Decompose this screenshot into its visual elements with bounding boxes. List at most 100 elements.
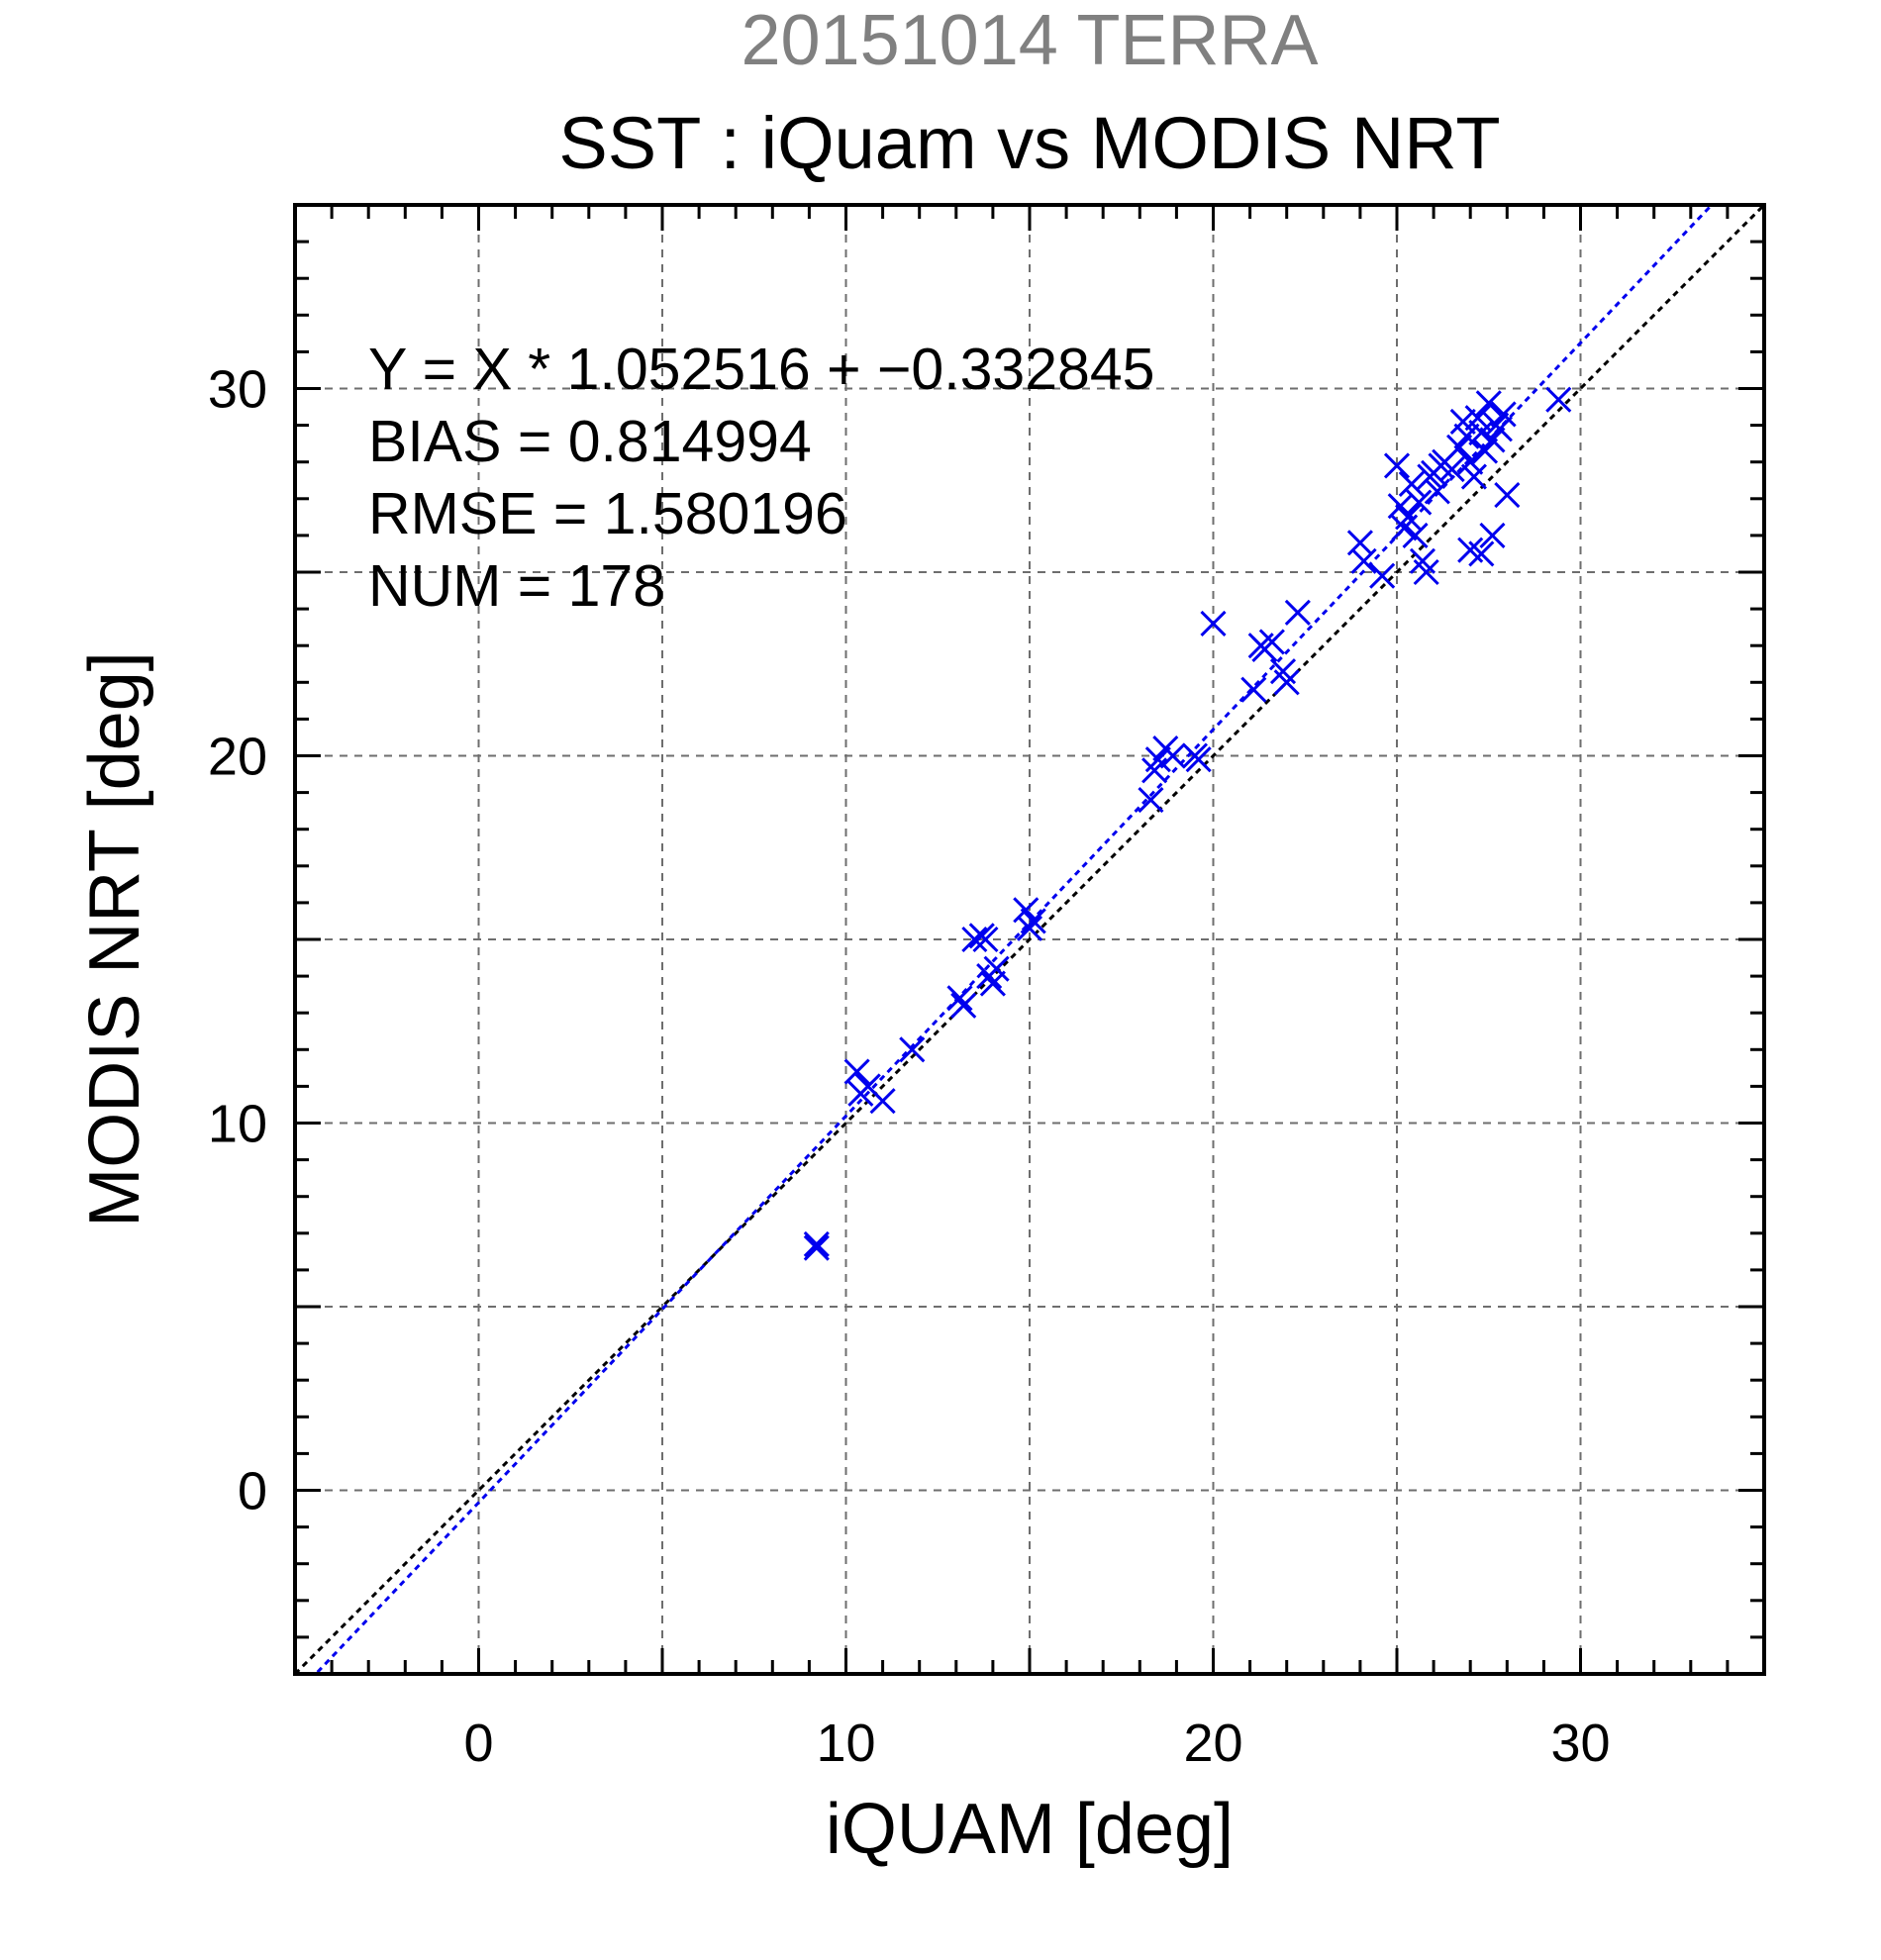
fit-statistics: Y = X * 1.052516 + −0.332845 BIAS = 0.81… — [368, 337, 1154, 619]
data-point — [1438, 456, 1465, 483]
regression-line — [313, 205, 1715, 1674]
data-point-stroke — [1486, 416, 1513, 442]
data-point — [1144, 746, 1171, 773]
data-point — [1490, 401, 1517, 428]
data-point — [899, 1036, 926, 1063]
data-point-stroke — [1020, 908, 1046, 934]
data-point-stroke — [1468, 540, 1495, 567]
x-tick-label: 30 — [1550, 1714, 1610, 1773]
data-point-stroke — [1424, 478, 1450, 505]
data-point-stroke — [1402, 522, 1429, 548]
data-point-stroke — [1545, 386, 1572, 413]
annotation-equation: Y = X * 1.052516 + −0.332845 — [368, 337, 1154, 402]
data-point — [1545, 386, 1572, 413]
data-point-stroke — [1387, 493, 1414, 520]
data-point — [1453, 423, 1480, 449]
data-point-stroke — [1490, 401, 1517, 428]
data-point — [1369, 562, 1396, 589]
data-point-stroke — [1406, 489, 1433, 516]
data-point — [1479, 522, 1506, 548]
data-point — [1383, 452, 1411, 479]
data-point — [1460, 463, 1487, 490]
data-point — [1273, 669, 1300, 696]
x-tick-label: 0 — [463, 1714, 493, 1773]
data-point-stroke — [972, 926, 999, 953]
data-point — [803, 1234, 830, 1261]
data-point-stroke — [1479, 427, 1506, 453]
reference-lines — [295, 205, 1764, 1674]
data-point — [843, 1058, 870, 1085]
y-tick-label: 10 — [208, 1095, 267, 1154]
data-point — [869, 1088, 896, 1115]
data-point-stroke — [1457, 537, 1484, 563]
data-point — [1486, 416, 1513, 442]
identity-line — [295, 205, 1764, 1674]
data-point-stroke — [1446, 434, 1473, 460]
data-point — [803, 1230, 830, 1257]
data-point — [979, 970, 1006, 997]
data-point — [1406, 489, 1433, 516]
data-point-stroke — [1398, 470, 1425, 498]
data-point — [1200, 610, 1227, 637]
data-point-stroke — [1350, 547, 1377, 574]
data-point — [1446, 434, 1473, 460]
data-point — [1413, 558, 1439, 586]
data-point — [1464, 405, 1491, 432]
data-point-stroke — [1284, 599, 1311, 626]
data-point — [1494, 482, 1521, 509]
data-point — [1350, 547, 1377, 574]
data-point-stroke — [854, 1073, 881, 1100]
data-point — [1449, 408, 1476, 435]
data-point-stroke — [946, 985, 973, 1012]
data-point-stroke — [983, 955, 1010, 982]
data-point-stroke — [1479, 522, 1506, 548]
data-point-stroke — [1159, 742, 1186, 769]
data-point-stroke — [979, 970, 1006, 997]
chart-suptitle: 20151014 TERRA — [741, 1, 1318, 80]
y-tick-label: 30 — [208, 360, 267, 420]
data-point-stroke — [1269, 658, 1297, 685]
data-point — [1479, 427, 1506, 453]
data-point — [1457, 448, 1484, 475]
data-point — [1284, 599, 1311, 626]
data-point — [1471, 438, 1499, 464]
data-point-stroke — [1438, 456, 1465, 483]
data-point — [1475, 390, 1502, 417]
data-point — [1159, 742, 1186, 769]
data-point — [1424, 478, 1450, 505]
data-point-stroke — [1240, 676, 1267, 703]
data-point-stroke — [1395, 504, 1422, 531]
data-point-stroke — [803, 1234, 830, 1261]
data-points — [803, 386, 1572, 1261]
data-point-stroke — [1258, 629, 1285, 655]
data-point — [1138, 786, 1164, 814]
data-point-stroke — [1413, 558, 1439, 586]
data-point-stroke — [1464, 405, 1491, 432]
data-point — [950, 992, 977, 1019]
annotation-num: NUM = 178 — [368, 553, 665, 619]
y-axis-label: MODIS NRT [deg] — [75, 651, 154, 1227]
data-point — [946, 985, 973, 1012]
data-point-stroke — [1369, 562, 1396, 589]
data-point-stroke — [1383, 452, 1411, 479]
tick-labels: 0 0 10 10 20 20 30 30 — [208, 360, 1611, 1774]
chart-title: SST : iQuam vs MODIS NRT — [558, 102, 1500, 184]
data-point-stroke — [1273, 669, 1300, 696]
data-point — [1185, 746, 1212, 773]
data-point-stroke — [1471, 438, 1499, 464]
data-point-stroke — [1457, 448, 1484, 475]
data-point-stroke — [1475, 390, 1502, 417]
data-point-stroke — [1144, 746, 1171, 773]
data-point — [1020, 908, 1046, 934]
annotation-bias: BIAS = 0.814994 — [368, 409, 812, 474]
x-tick-label: 10 — [816, 1714, 875, 1773]
data-point — [972, 926, 999, 953]
data-point-stroke — [899, 1036, 926, 1063]
data-point — [1395, 504, 1422, 531]
y-tick-label: 20 — [208, 728, 267, 787]
data-point — [961, 926, 988, 953]
data-point-stroke — [1494, 482, 1521, 509]
data-point-stroke — [1409, 547, 1436, 574]
data-point — [1258, 629, 1285, 655]
